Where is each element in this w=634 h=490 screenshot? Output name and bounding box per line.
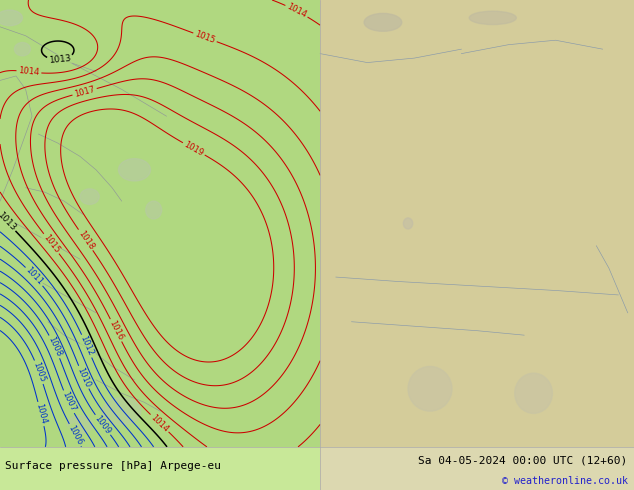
- Text: 1004: 1004: [34, 403, 48, 425]
- Text: 1010: 1010: [75, 366, 92, 389]
- Ellipse shape: [469, 11, 516, 24]
- Ellipse shape: [403, 218, 413, 229]
- Bar: [0, 0, 320, 447]
- Ellipse shape: [103, 398, 141, 424]
- Text: 1011: 1011: [24, 266, 45, 287]
- Ellipse shape: [515, 373, 552, 414]
- Bar: [320, 0, 634, 447]
- Text: 1013: 1013: [48, 54, 72, 65]
- Text: 1008: 1008: [46, 335, 63, 358]
- Text: 1013: 1013: [0, 210, 17, 233]
- Text: 1015: 1015: [41, 233, 61, 255]
- Text: 1015: 1015: [193, 29, 216, 45]
- Ellipse shape: [119, 159, 150, 181]
- Bar: [320, 447, 634, 490]
- Ellipse shape: [0, 10, 22, 25]
- Text: 1019: 1019: [183, 140, 205, 158]
- Text: Sa 04-05-2024 00:00 UTC (12+60): Sa 04-05-2024 00:00 UTC (12+60): [418, 456, 628, 466]
- Text: 1017: 1017: [73, 85, 96, 99]
- Text: Surface pressure [hPa] Arpege-eu: Surface pressure [hPa] Arpege-eu: [5, 461, 221, 471]
- Text: 1007: 1007: [60, 391, 77, 414]
- Text: 1016: 1016: [107, 319, 125, 342]
- Text: 1014: 1014: [18, 67, 40, 77]
- Ellipse shape: [80, 189, 100, 204]
- Text: 1005: 1005: [31, 361, 47, 384]
- Ellipse shape: [67, 416, 93, 434]
- Text: 1012: 1012: [79, 335, 95, 358]
- Text: 1014: 1014: [285, 2, 308, 20]
- Text: 1009: 1009: [93, 414, 113, 436]
- Ellipse shape: [146, 201, 162, 219]
- Text: 1018: 1018: [76, 229, 95, 251]
- Text: © weatheronline.co.uk: © weatheronline.co.uk: [501, 475, 628, 486]
- Ellipse shape: [15, 43, 30, 56]
- Bar: [0, 447, 320, 490]
- Text: 1014: 1014: [149, 413, 171, 434]
- Ellipse shape: [364, 13, 402, 31]
- Ellipse shape: [408, 367, 452, 411]
- Text: 1006: 1006: [67, 423, 84, 446]
